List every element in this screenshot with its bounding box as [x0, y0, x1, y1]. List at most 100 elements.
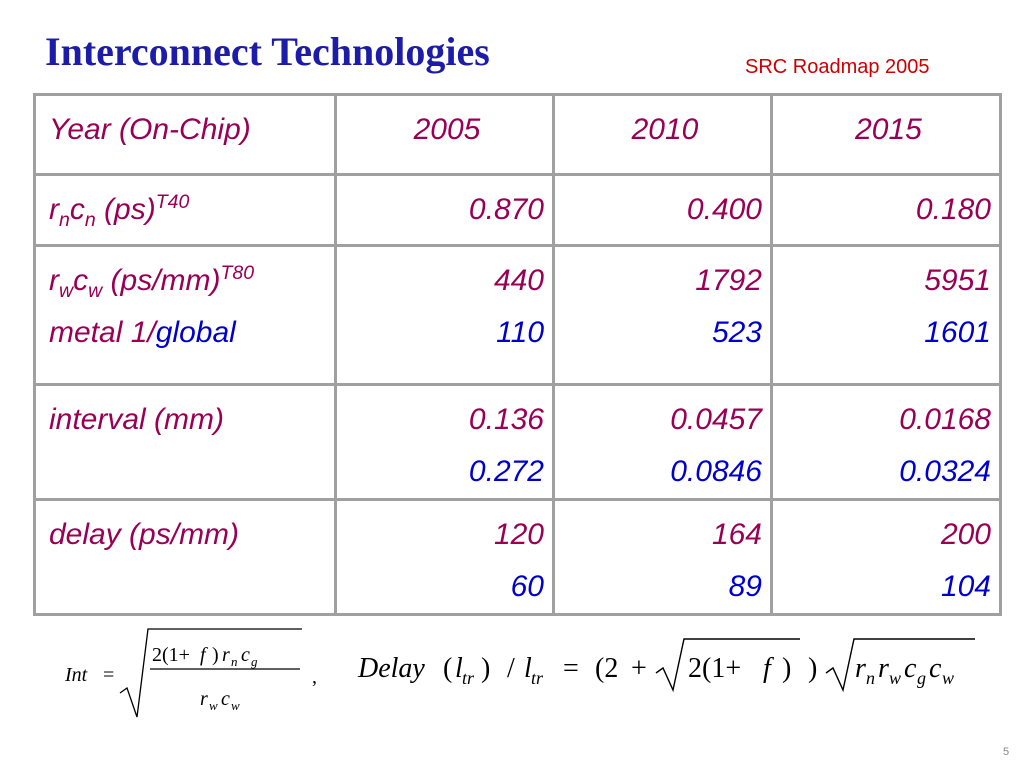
value: 60 — [510, 570, 544, 603]
data-table: Year (On-Chip) 2005 2010 2015 rncn (ps)T… — [33, 93, 1002, 616]
math-subscript: g — [917, 668, 926, 688]
subscript: n — [84, 209, 96, 231]
math-symbol: c — [221, 688, 230, 710]
value: 200 — [940, 518, 991, 551]
math-symbol: r — [222, 644, 230, 666]
math-symbol: l — [524, 653, 532, 684]
value: 0.400 — [686, 193, 762, 226]
symbol: r — [49, 264, 59, 297]
math-subscript: w — [231, 698, 240, 713]
cell: 0.400 — [552, 173, 773, 247]
math-symbol: Delay — [357, 653, 425, 684]
label-line: rwcw (ps/mm)T80 — [49, 255, 326, 307]
formulas: Int = 2(1+ f ) r n c g r w c w , Delay (… — [64, 628, 975, 718]
symbol: r — [49, 193, 59, 226]
row-label: delay (ps/mm) — [33, 498, 337, 616]
math-operator: / — [507, 653, 515, 684]
cell: 0.180 — [770, 173, 1002, 247]
cell: 120 60 — [334, 498, 555, 616]
math-subscript: w — [209, 698, 218, 713]
cell: 0.0168 0.0324 — [770, 383, 1002, 501]
value: 5951 — [924, 264, 991, 297]
value: 0.136 — [468, 403, 544, 436]
label-line: metal 1/global — [49, 307, 326, 359]
math-text: , — [312, 666, 317, 688]
math-symbol: r — [855, 653, 866, 684]
unit: (ps/mm) — [102, 264, 221, 297]
math-subscript: w — [942, 668, 954, 688]
math-operator: = — [563, 653, 579, 684]
cell: 0.136 0.272 — [334, 383, 555, 501]
value: 120 — [493, 518, 544, 551]
math-text: (2 — [595, 653, 618, 684]
label-text: metal 1/ — [49, 316, 156, 349]
math-operator: + — [631, 653, 647, 684]
row-label: interval (mm) — [33, 383, 337, 501]
cell: 0.870 — [334, 173, 555, 247]
radical — [825, 638, 975, 693]
unit: (ps) — [95, 193, 156, 226]
math-symbol: c — [241, 644, 250, 666]
value: 110 — [496, 316, 544, 349]
math-subscript: tr — [462, 668, 475, 688]
radical — [655, 638, 800, 693]
value: 523 — [711, 316, 762, 349]
math-text: ) — [808, 653, 817, 684]
cell: 164 89 — [552, 498, 773, 616]
value: 0.870 — [468, 193, 544, 226]
symbol: c — [73, 264, 89, 297]
math-symbol: c — [904, 653, 917, 684]
value: 0.272 — [468, 455, 544, 488]
math-subscript: n — [866, 668, 875, 688]
subscript: w — [59, 280, 74, 302]
slide-title: Interconnect Technologies — [45, 29, 490, 74]
value: 0.180 — [915, 193, 991, 226]
value: 1792 — [695, 264, 762, 297]
formula-delay: Delay ( l tr ) / l tr = (2 + 2(1+ f ) ) … — [357, 638, 975, 693]
formula-int: Int = 2(1+ f ) r n c g r w c w , — [64, 628, 317, 718]
header-cell: 2005 — [334, 93, 555, 176]
table-row: rncn (ps)T40 0.870 0.400 0.180 — [33, 173, 1002, 247]
cell: 0.0457 0.0846 — [552, 383, 773, 501]
cell: 200 104 — [770, 498, 1002, 616]
math-subscript: n — [231, 654, 238, 669]
math-symbol: c — [929, 653, 942, 684]
label-text: global — [155, 316, 236, 349]
subscript: w — [88, 280, 103, 302]
math-subscript: tr — [531, 668, 544, 688]
value: 89 — [728, 570, 762, 603]
math-text: ) — [481, 653, 490, 684]
math-symbol: l — [455, 653, 463, 684]
value: 104 — [940, 570, 991, 603]
math-text: ( — [443, 653, 452, 684]
math-text: ) — [212, 644, 219, 666]
cell: 5951 1601 — [770, 244, 1002, 386]
math-operator: = — [103, 664, 114, 686]
math-text: 2(1+ — [152, 644, 190, 666]
page-number: 5 — [1003, 746, 1010, 758]
table-row: rwcw (ps/mm)T80 metal 1/global 440 110 179… — [33, 244, 1002, 386]
superscript: T40 — [155, 191, 190, 213]
value: 440 — [493, 264, 544, 297]
table-row: delay (ps/mm) 120 60 164 89 200 104 — [33, 498, 1002, 616]
header-cell: 2015 — [770, 93, 1002, 176]
row-label: rwcw (ps/mm)T80 metal 1/global — [33, 244, 337, 386]
value: 1601 — [924, 316, 991, 349]
table-row: interval (mm) 0.136 0.272 0.0457 0.0846 0.… — [33, 383, 1002, 501]
value: 0.0324 — [899, 455, 991, 488]
math-subscript: w — [889, 668, 901, 688]
radical — [119, 628, 302, 718]
header-row: Year (On-Chip) 2005 2010 2015 — [33, 93, 1002, 176]
cell: 440 110 — [334, 244, 555, 386]
math-symbol: r — [878, 653, 889, 684]
header-cell: Year (On-Chip) — [33, 93, 337, 176]
source-note: SRC Roadmap 2005 — [745, 56, 930, 78]
superscript: T80 — [220, 262, 255, 284]
value: 164 — [711, 518, 762, 551]
value: 0.0457 — [670, 403, 762, 436]
math-subscript: g — [251, 654, 258, 669]
math-text: ) — [782, 653, 791, 684]
value: 0.0846 — [670, 455, 762, 488]
row-label: rncn (ps)T40 — [33, 173, 337, 247]
